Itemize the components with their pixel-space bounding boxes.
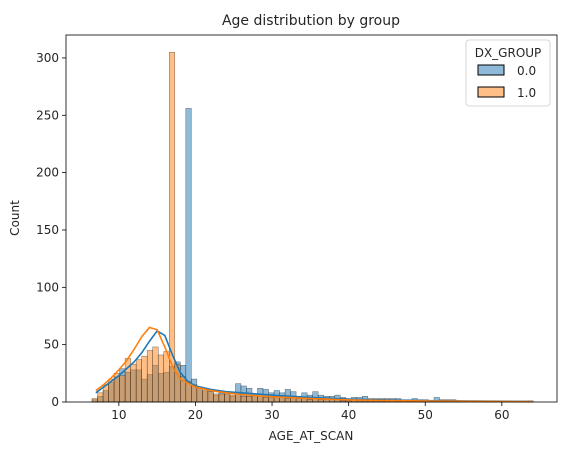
bar-1.0-11 <box>152 346 159 403</box>
axes-frame <box>65 34 558 403</box>
legend-label-1: 1.0 <box>517 86 536 100</box>
x-tick-label-40: 40 <box>341 408 356 422</box>
bar-1.0-31 <box>262 397 269 403</box>
bar-1.0-30 <box>257 396 264 403</box>
bar-1.0-12 <box>157 354 164 403</box>
bar-1.0-8 <box>135 359 142 403</box>
y-tick-label-50: 50 <box>44 338 59 352</box>
bar-1.0-13 <box>163 351 170 403</box>
kde-line-1.0 <box>95 326 533 403</box>
bar-1.0-7 <box>130 363 137 403</box>
bar-1.0-27 <box>240 396 247 403</box>
y-tick-label-200: 200 <box>36 166 59 180</box>
bar-1.0-10 <box>146 350 153 403</box>
bar-1.0-32 <box>268 397 275 403</box>
bar-1.0-21 <box>207 391 214 403</box>
y-axis-label: Count <box>8 200 22 236</box>
bar-1.0-23 <box>218 393 225 403</box>
bar-1.0-20 <box>202 390 209 403</box>
y-tick-label-300: 300 <box>36 51 59 65</box>
bar-1.0-37 <box>295 398 302 403</box>
y-tick-label-100: 100 <box>36 280 59 294</box>
x-axis-label: AGE_AT_SCAN <box>269 429 354 443</box>
legend-swatch-0 <box>477 64 505 76</box>
x-tick-label-30: 30 <box>264 408 279 422</box>
x-tick-label-10: 10 <box>111 408 126 422</box>
bar-0.0-17 <box>185 108 192 403</box>
bar-1.0-0 <box>91 398 98 403</box>
chart-title: Age distribution by group <box>222 13 400 29</box>
x-axis-ticks: 10 20 30 40 50 60 <box>111 402 509 422</box>
y-axis-ticks: 0 50 100 150 200 250 300 <box>36 51 66 409</box>
x-tick-label-20: 20 <box>188 408 203 422</box>
y-tick-label-0: 0 <box>51 395 59 409</box>
bar-1.0-25 <box>229 394 236 403</box>
legend-label-0: 0.0 <box>517 64 536 78</box>
legend: DX_GROUP 0.0 1.0 <box>465 39 551 107</box>
bar-1.0-28 <box>246 396 253 403</box>
bar-1.0-35 <box>284 398 291 403</box>
kde-curves <box>95 326 533 403</box>
x-tick-label-60: 60 <box>494 408 509 422</box>
bar-1.0-9 <box>141 355 148 403</box>
bar-1.0-19 <box>196 387 203 403</box>
bar-1.0-22 <box>213 393 220 403</box>
x-tick-label-50: 50 <box>418 408 433 422</box>
kde-line-0.0 <box>95 329 533 403</box>
legend-swatch-1 <box>477 86 505 98</box>
y-tick-label-150: 150 <box>36 223 59 237</box>
bar-1.0-1 <box>97 392 104 403</box>
y-tick-label-250: 250 <box>36 108 59 122</box>
bar-1.0-5 <box>119 375 126 403</box>
legend-title: DX_GROUP <box>475 46 542 60</box>
